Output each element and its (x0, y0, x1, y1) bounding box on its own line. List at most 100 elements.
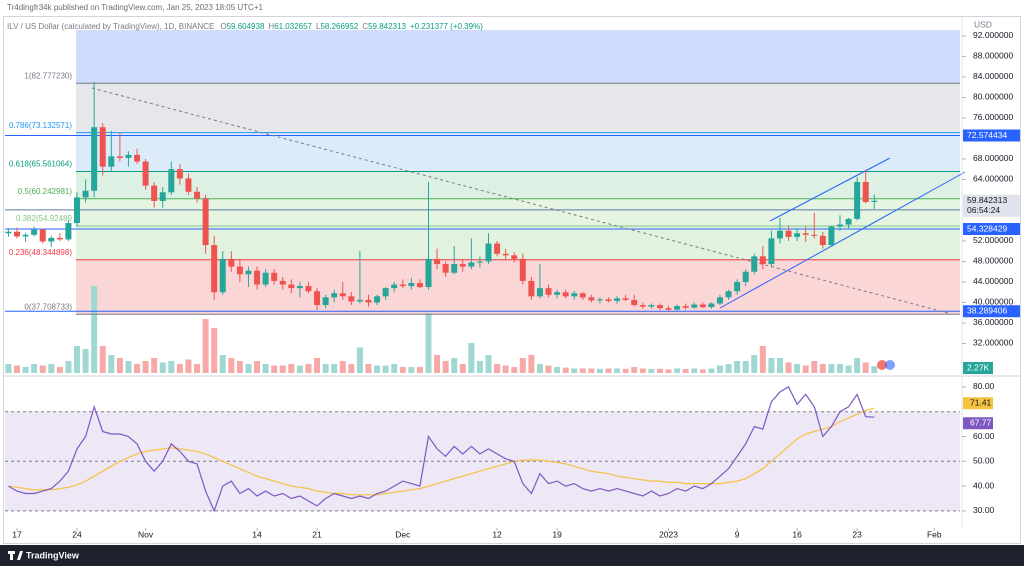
candle-body (562, 292, 569, 297)
volume-bar (862, 362, 869, 373)
volume-bar (665, 369, 672, 373)
volume-bar (228, 358, 235, 373)
level-lines: 1(82.777230) 0.786(73.132571) 0.618(65.561… (5, 71, 960, 315)
rsi-tick-label: 40.00 (973, 480, 995, 490)
candle-body (871, 200, 878, 202)
currency: USD (974, 19, 992, 29)
price-line-label: 72.574434 (967, 130, 1007, 140)
volume-bar (279, 365, 286, 373)
last-price-box (963, 194, 1020, 217)
volume-bar (691, 368, 698, 373)
volume-bar (211, 328, 218, 373)
volume-bar (519, 358, 526, 373)
event-icon[interactable] (877, 360, 887, 370)
volume-bar (494, 364, 501, 373)
candle-body (819, 235, 826, 246)
candle-body (536, 288, 543, 297)
y-tick-label: 48.000000 (973, 256, 1013, 266)
volume-label: 2.27K (967, 362, 990, 372)
candle-body (219, 258, 226, 293)
brand: TradingView (26, 550, 80, 560)
candle-body (202, 198, 209, 246)
candle-body (794, 233, 801, 237)
volume-bar (656, 368, 663, 373)
price-line-label: 38.289406 (967, 305, 1007, 315)
x-tick-label: 19 (552, 529, 562, 539)
fib-label: 0.236(48.344898) (9, 248, 73, 257)
candle-body (519, 258, 526, 281)
volume-label-box (963, 362, 993, 374)
candle-body (339, 293, 346, 297)
y-tick-label: 36.000000 (973, 317, 1013, 327)
candle-body (408, 282, 415, 287)
volume-bar (31, 364, 38, 373)
rsi-tick-label: 50.00 (973, 456, 995, 466)
volume-bar (22, 367, 29, 373)
y-tick-label: 32.000000 (973, 338, 1013, 348)
volume-bar (768, 358, 775, 373)
channel-lower (719, 171, 966, 309)
candle-body (245, 270, 252, 275)
volume-bar (425, 313, 432, 373)
y-tick-label: 92.000000 (973, 30, 1013, 40)
x-tick-label: 17 (12, 529, 22, 539)
legend-open: 59.604938 (227, 22, 265, 31)
candle-body (691, 304, 698, 308)
event-icon[interactable] (885, 360, 895, 370)
volume-bar (374, 365, 381, 373)
candle-body (108, 156, 115, 167)
volume-bar (554, 367, 561, 373)
volume-bar (14, 365, 21, 373)
volume-bar (845, 365, 852, 373)
volume-bar (751, 355, 758, 373)
candle-body (476, 261, 483, 263)
rsi-label-box (963, 417, 993, 430)
volume-bar (408, 367, 415, 373)
volume-bar (571, 368, 578, 373)
candle-body (159, 192, 166, 201)
legend-low: 58.266952 (320, 22, 358, 31)
candle-body (322, 297, 329, 306)
volume-bar (476, 361, 483, 373)
x-tick-label: Feb (927, 529, 942, 539)
volume-bar (562, 367, 569, 373)
candle-body (759, 256, 766, 265)
candle-body (768, 238, 775, 265)
candle-body (425, 258, 432, 288)
volume-bar (5, 364, 12, 373)
volume-bar (836, 364, 843, 373)
volume-bar (828, 364, 835, 373)
candle-body (682, 306, 689, 308)
legend-close: 59.842313 (368, 22, 406, 31)
x-tick-label: 12 (492, 529, 502, 539)
x-tick-label: Dec (395, 529, 411, 539)
candle-body (734, 281, 741, 292)
fib-label: 0.618(65.561064) (9, 160, 73, 169)
candle-body (802, 233, 809, 235)
candle-body (468, 262, 475, 267)
candle-body (708, 303, 715, 308)
y-tick-label: 44.000000 (973, 276, 1013, 286)
candle-body (648, 305, 655, 307)
legend-change: +0.231377 (+0.39%) (410, 22, 483, 31)
x-tick-label: 21 (312, 529, 322, 539)
volume-bar (854, 358, 861, 373)
candle-body (134, 154, 141, 162)
volume-bar (682, 369, 689, 373)
volume-bar (622, 368, 629, 373)
volume-bar (219, 355, 226, 373)
volume-bar (742, 361, 749, 373)
volume-bar (776, 358, 783, 373)
volume-bar (596, 368, 603, 373)
candle-body (151, 185, 158, 201)
candle-body (854, 182, 861, 219)
fib-zone (76, 171, 960, 199)
volume-bar (296, 365, 303, 373)
candle-body (699, 304, 706, 308)
volume-bar (708, 368, 715, 373)
volume-bar (236, 361, 243, 373)
last-price: 59.842313 (967, 195, 1007, 205)
brand-logo (8, 551, 23, 560)
candle-body (579, 293, 586, 298)
x-tick-label: Nov (138, 529, 154, 539)
